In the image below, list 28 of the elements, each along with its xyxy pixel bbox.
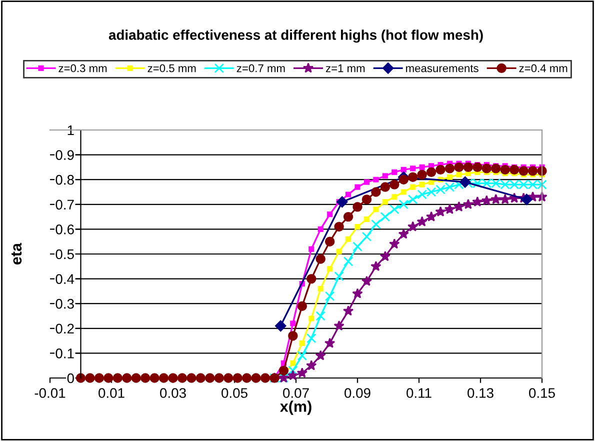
y-tick-label: 0.9 [56, 150, 74, 160]
legend-label: measurements [406, 64, 478, 72]
y-tick-label: 0.1 [56, 348, 74, 358]
x-tick-label: 0.11 [406, 388, 432, 398]
legend-label: z=0.5 mm [148, 64, 196, 72]
legend-label: z=1 mm [326, 64, 365, 72]
x-tick-label: 0.07 [283, 388, 309, 398]
x-tick-label: -0.01 [34, 388, 66, 398]
y-tick-label: 0.8 [56, 174, 74, 185]
y-tick-label: 0.3 [56, 298, 74, 309]
legend-label: z=0.4 mm [519, 64, 568, 72]
x-tick-label: 0.01 [98, 388, 124, 398]
y-tick-label: 0.7 [56, 200, 74, 210]
legend-label: z=0.3 mm [58, 64, 107, 72]
chart-title: adiabatic effectiveness at different highs (hot flow mesh) [108, 30, 483, 43]
y-axis-title: eta [12, 242, 22, 264]
x-tick-label: 0.15 [529, 388, 555, 398]
x-tick-label: 0.05 [222, 388, 248, 398]
x-tick-label: 0.03 [160, 388, 186, 398]
y-tick-label: 0.5 [56, 249, 74, 260]
legend-label: z=0.7 mm [236, 64, 285, 72]
x-axis-title: x(m) [280, 400, 312, 415]
x-tick-label: 0.09 [344, 388, 370, 398]
y-tick-label: 0 [67, 373, 74, 384]
x-tick-label: 0.13 [468, 388, 494, 398]
y-tick-label: 0.2 [56, 324, 74, 334]
y-tick-label: 0.6 [56, 224, 74, 234]
y-tick-label: 0.4 [56, 274, 74, 284]
